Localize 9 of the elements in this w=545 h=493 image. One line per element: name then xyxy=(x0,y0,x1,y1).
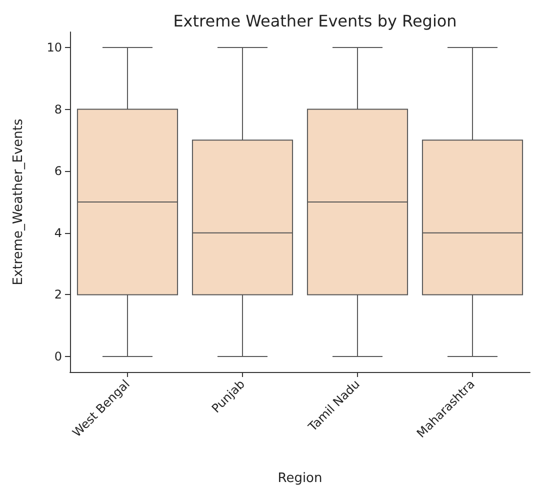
x-axis-title: Region xyxy=(278,471,322,486)
chart-title: Extreme Weather Events by Region xyxy=(173,12,457,30)
y-tick-label: 6 xyxy=(54,164,62,178)
y-tick-label: 0 xyxy=(54,350,62,364)
y-tick-label: 8 xyxy=(54,102,62,116)
y-axis-title: Extreme_Weather_Events xyxy=(11,118,26,286)
y-tick-label: 4 xyxy=(54,226,62,240)
y-tick-label: 2 xyxy=(54,288,62,302)
y-tick-label: 10 xyxy=(46,40,62,54)
